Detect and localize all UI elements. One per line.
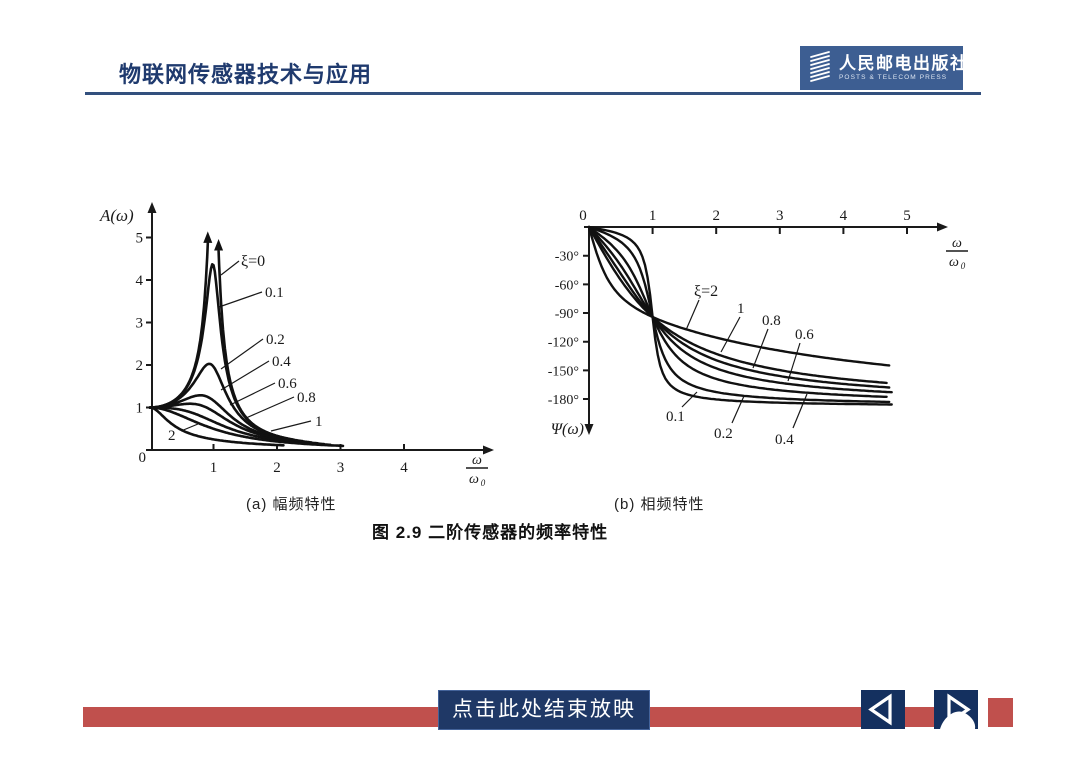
svg-text:0.8: 0.8: [297, 390, 316, 406]
svg-text:2: 2: [273, 460, 281, 476]
amp-y-axis-arrow: [147, 202, 157, 213]
watermark-logo: [988, 698, 1013, 727]
svg-text:0.1: 0.1: [265, 285, 284, 301]
svg-text:ξ=2: ξ=2: [694, 283, 718, 300]
svg-text:0.6: 0.6: [795, 327, 814, 343]
figure-caption: 图 2.9 二阶传感器的频率特性: [372, 523, 609, 542]
svg-text:5: 5: [903, 208, 911, 224]
svg-text:-180°: -180°: [548, 393, 579, 408]
header-divider: [85, 92, 981, 95]
amp-x-axis-label: ω ω 0: [469, 453, 486, 488]
svg-text:0.1: 0.1: [666, 409, 685, 425]
svg-text:2: 2: [712, 208, 720, 224]
amp-curves: [148, 231, 345, 448]
amp-x-tick-labels: 1 2 3 4: [210, 460, 409, 476]
page-title: 物联网传感器技术与应用: [119, 62, 373, 87]
arrow-left-icon: [868, 693, 892, 726]
svg-text:1: 1: [136, 401, 144, 417]
svg-text:ω: ω: [952, 236, 962, 251]
phase-y-axis-arrow: [584, 424, 594, 435]
phase-curve-labels: ξ=2 1 0.8 0.6 0.1 0.2 0.4: [666, 283, 814, 448]
amp-curve-labels: ξ=0 0.1 0.2 0.4 0.6 0.8 1 2: [168, 253, 323, 444]
svg-text:1: 1: [210, 460, 218, 476]
svg-text:-90°: -90°: [555, 307, 579, 322]
end-slideshow-button[interactable]: 点击此处结束放映: [438, 690, 650, 730]
svg-text:1: 1: [737, 301, 745, 317]
svg-text:ξ=0: ξ=0: [241, 253, 265, 270]
svg-text:0.4: 0.4: [272, 354, 291, 370]
svg-text:4: 4: [840, 208, 848, 224]
svg-text:5: 5: [136, 231, 144, 247]
amp-x-axis-arrow: [483, 445, 494, 455]
svg-text:-30°: -30°: [555, 250, 579, 265]
svg-text:4: 4: [136, 273, 144, 289]
watermark-gap: [978, 698, 988, 729]
svg-text:0: 0: [481, 478, 486, 488]
svg-text:0: 0: [961, 261, 966, 271]
svg-text:0: 0: [139, 450, 147, 466]
phase-curves: [587, 225, 893, 406]
publisher-name-en: POSTS & TELECOM PRESS: [839, 73, 948, 81]
svg-text:3: 3: [136, 316, 144, 332]
svg-text:0.8: 0.8: [762, 313, 781, 329]
svg-text:ω: ω: [472, 453, 482, 468]
svg-text:3: 3: [776, 208, 784, 224]
publisher-name-cn: 人民邮电出版社: [839, 53, 969, 73]
phase-x-tick-labels: 0 1 2 3 4 5: [579, 208, 911, 224]
svg-text:0.4: 0.4: [775, 432, 794, 448]
publisher-logo-icon: [806, 49, 834, 88]
svg-text:1: 1: [649, 208, 657, 224]
phase-chart: [583, 226, 941, 428]
svg-text:0.6: 0.6: [278, 376, 297, 392]
svg-text:0: 0: [579, 208, 587, 224]
phase-leader-lines: [681, 299, 808, 429]
svg-text:-60°: -60°: [555, 278, 579, 293]
publisher-logo: 人民邮电出版社 POSTS & TELECOM PRESS: [800, 46, 967, 90]
svg-text:3: 3: [337, 460, 345, 476]
phase-y-axis-label: Ψ(ω): [551, 421, 584, 438]
svg-text:2: 2: [168, 428, 176, 444]
svg-text:-120°: -120°: [548, 336, 579, 351]
svg-text:ω: ω: [949, 255, 959, 270]
previous-slide-button[interactable]: [861, 690, 905, 729]
phase-x-axis-label: ω ω 0: [949, 236, 966, 271]
amp-y-axis-label: A(ω): [99, 206, 134, 225]
svg-text:2: 2: [136, 358, 144, 374]
svg-text:1: 1: [315, 414, 323, 430]
svg-text:0.2: 0.2: [714, 426, 733, 442]
watermark-blob: [940, 711, 976, 729]
caption-phase: (b) 相频特性: [614, 496, 705, 513]
svg-text:0.2: 0.2: [266, 332, 285, 348]
amp-leader-lines: [180, 260, 312, 432]
svg-text:4: 4: [400, 460, 408, 476]
amp-chart: [146, 210, 487, 451]
svg-text:ω: ω: [469, 472, 479, 487]
svg-text:-150°: -150°: [548, 364, 579, 379]
amp-y-tick-labels: 0 1 2 3 4 5: [136, 231, 147, 467]
next-slide-button[interactable]: [934, 690, 978, 729]
caption-amplitude: (a) 幅频特性: [246, 496, 337, 513]
phase-x-axis-arrow: [937, 222, 948, 232]
phase-y-tick-labels: -30° -60° -90° -120° -150° -180°: [548, 250, 579, 408]
